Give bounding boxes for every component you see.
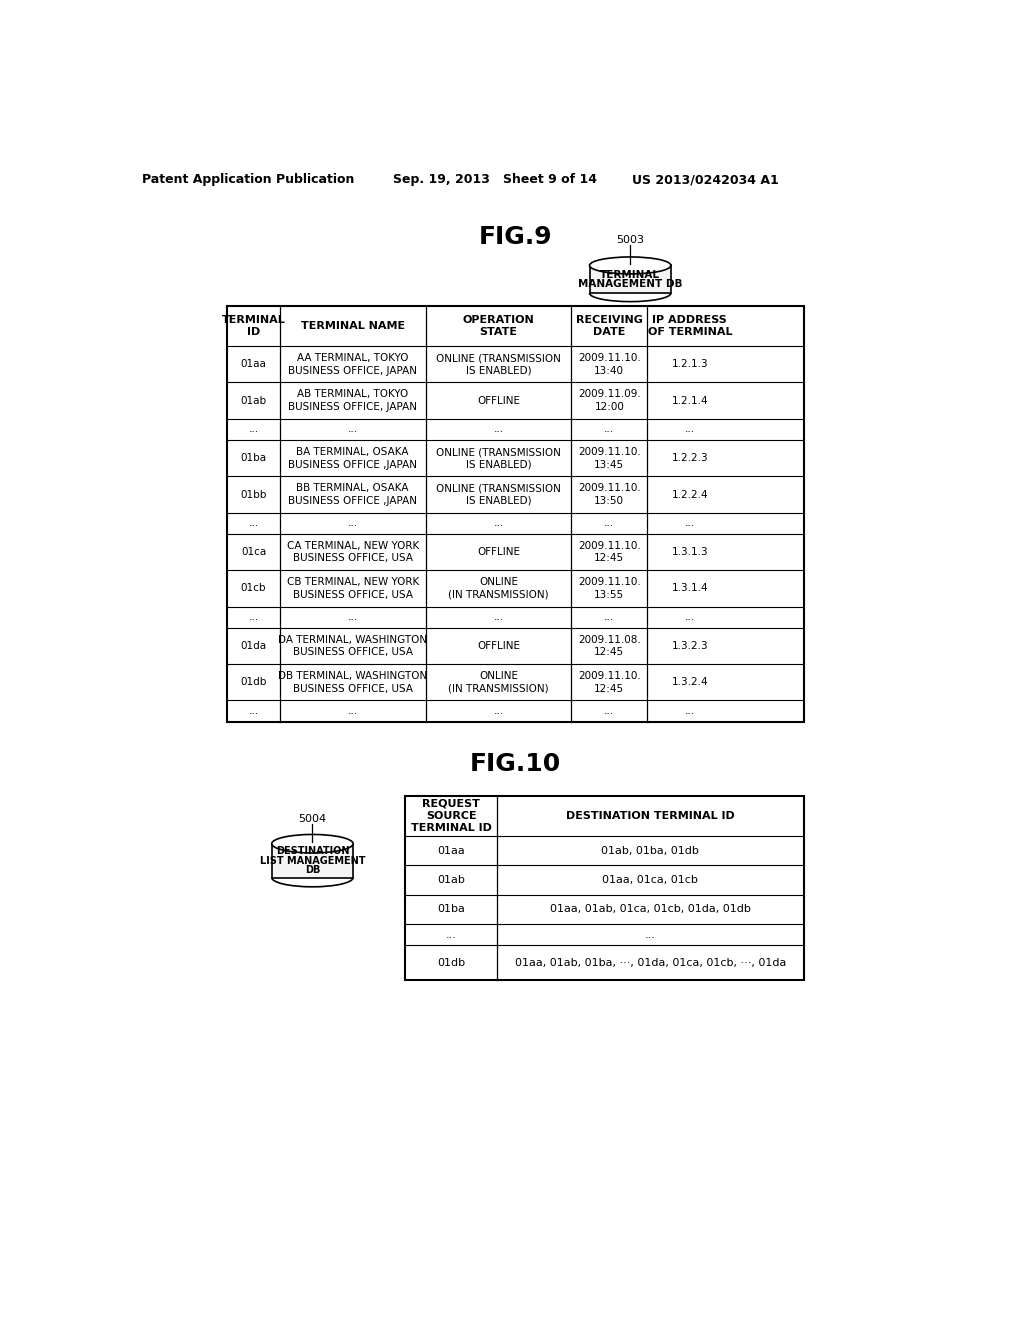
Text: OFFLINE: OFFLINE (477, 642, 520, 651)
Text: 01aa, 01ca, 01cb: 01aa, 01ca, 01cb (602, 875, 698, 884)
Text: 01ab: 01ab (241, 396, 266, 405)
Text: OPERATION
STATE: OPERATION STATE (463, 315, 535, 338)
Text: ...: ... (494, 519, 504, 528)
Text: 1.3.1.4: 1.3.1.4 (672, 583, 709, 594)
Text: Sep. 19, 2013: Sep. 19, 2013 (393, 173, 490, 186)
Text: ...: ... (604, 706, 614, 717)
Text: 01ab, 01ba, 01db: 01ab, 01ba, 01db (601, 846, 699, 855)
Text: ...: ... (348, 425, 357, 434)
Text: ...: ... (604, 519, 614, 528)
Text: ONLINE
(IN TRANSMISSION): ONLINE (IN TRANSMISSION) (449, 577, 549, 599)
Text: ...: ... (685, 706, 695, 717)
Text: 01ab: 01ab (437, 875, 465, 884)
Text: ...: ... (685, 519, 695, 528)
Text: 01ca: 01ca (241, 548, 266, 557)
Text: IP ADDRESS
OF TERMINAL: IP ADDRESS OF TERMINAL (647, 315, 732, 338)
Text: ...: ... (348, 612, 357, 622)
Polygon shape (271, 843, 353, 878)
Text: 01db: 01db (241, 677, 266, 688)
Text: ONLINE
(IN TRANSMISSION): ONLINE (IN TRANSMISSION) (449, 671, 549, 693)
Text: ...: ... (604, 425, 614, 434)
Text: ...: ... (445, 929, 457, 940)
Text: 2009.11.10.
13:55: 2009.11.10. 13:55 (578, 577, 641, 599)
Text: 1.3.2.4: 1.3.2.4 (672, 677, 709, 688)
Bar (227, 306, 804, 722)
Text: 2009.11.08.
12:45: 2009.11.08. 12:45 (578, 635, 641, 657)
Bar (406, 796, 804, 979)
Text: ...: ... (249, 425, 259, 434)
Text: ...: ... (494, 706, 504, 717)
Text: 1.2.1.4: 1.2.1.4 (672, 396, 709, 405)
Text: 2009.11.10.
13:45: 2009.11.10. 13:45 (578, 447, 641, 470)
Text: ...: ... (249, 612, 259, 622)
Text: 01db: 01db (437, 958, 465, 968)
Text: 1.3.1.3: 1.3.1.3 (672, 548, 709, 557)
Text: DESTINATION TERMINAL ID: DESTINATION TERMINAL ID (566, 810, 735, 821)
Text: BB TERMINAL, OSAKA
BUSINESS OFFICE ,JAPAN: BB TERMINAL, OSAKA BUSINESS OFFICE ,JAPA… (288, 483, 417, 506)
Text: 1.2.1.3: 1.2.1.3 (672, 359, 709, 370)
Text: ...: ... (604, 612, 614, 622)
Text: 2009.11.10.
12:45: 2009.11.10. 12:45 (578, 541, 641, 564)
Text: 01bb: 01bb (241, 490, 266, 499)
Text: 01cb: 01cb (241, 583, 266, 594)
Text: US 2013/0242034 A1: US 2013/0242034 A1 (632, 173, 778, 186)
Text: 2009.11.10.
12:45: 2009.11.10. 12:45 (578, 671, 641, 693)
Text: LIST MANAGEMENT: LIST MANAGEMENT (260, 855, 366, 866)
Text: REQUEST
SOURCE
TERMINAL ID: REQUEST SOURCE TERMINAL ID (411, 799, 492, 833)
Text: 5003: 5003 (616, 235, 644, 246)
Text: DB: DB (305, 865, 321, 875)
Text: 01da: 01da (241, 642, 266, 651)
Ellipse shape (271, 834, 353, 853)
Text: DESTINATION: DESTINATION (275, 846, 349, 857)
Text: 2009.11.09.
12:00: 2009.11.09. 12:00 (578, 389, 641, 412)
Text: 1.2.2.4: 1.2.2.4 (672, 490, 709, 499)
Text: 2009.11.10.
13:50: 2009.11.10. 13:50 (578, 483, 641, 506)
Text: ...: ... (685, 612, 695, 622)
Text: 01aa: 01aa (437, 846, 465, 855)
Text: 1.3.2.3: 1.3.2.3 (672, 642, 709, 651)
Text: ...: ... (249, 519, 259, 528)
Text: 5004: 5004 (298, 814, 327, 824)
Text: ONLINE (TRANSMISSION
IS ENABLED): ONLINE (TRANSMISSION IS ENABLED) (436, 483, 561, 506)
Text: 01ba: 01ba (437, 904, 465, 915)
Text: TERMINAL NAME: TERMINAL NAME (301, 321, 404, 331)
Text: ONLINE (TRANSMISSION
IS ENABLED): ONLINE (TRANSMISSION IS ENABLED) (436, 354, 561, 376)
Text: AA TERMINAL, TOKYO
BUSINESS OFFICE, JAPAN: AA TERMINAL, TOKYO BUSINESS OFFICE, JAPA… (288, 354, 417, 376)
Text: Sheet 9 of 14: Sheet 9 of 14 (504, 173, 597, 186)
Text: DA TERMINAL, WASHINGTON
BUSINESS OFFICE, USA: DA TERMINAL, WASHINGTON BUSINESS OFFICE,… (279, 635, 427, 657)
Text: Patent Application Publication: Patent Application Publication (142, 173, 354, 186)
Text: AB TERMINAL, TOKYO
BUSINESS OFFICE, JAPAN: AB TERMINAL, TOKYO BUSINESS OFFICE, JAPA… (288, 389, 417, 412)
Text: CB TERMINAL, NEW YORK
BUSINESS OFFICE, USA: CB TERMINAL, NEW YORK BUSINESS OFFICE, U… (287, 577, 419, 599)
Text: 01aa, 01ab, 01ba, ···, 01da, 01ca, 01cb, ···, 01da: 01aa, 01ab, 01ba, ···, 01da, 01ca, 01cb,… (515, 958, 786, 968)
Text: ...: ... (645, 929, 655, 940)
Text: ...: ... (348, 519, 357, 528)
Text: 01aa: 01aa (241, 359, 266, 370)
Text: OFFLINE: OFFLINE (477, 396, 520, 405)
Text: TERMINAL: TERMINAL (600, 269, 660, 280)
Text: MANAGEMENT DB: MANAGEMENT DB (578, 279, 682, 289)
Text: TERMINAL
ID: TERMINAL ID (221, 315, 286, 338)
Polygon shape (590, 265, 671, 293)
Ellipse shape (590, 257, 671, 275)
Text: ...: ... (249, 706, 259, 717)
Text: ONLINE (TRANSMISSION
IS ENABLED): ONLINE (TRANSMISSION IS ENABLED) (436, 447, 561, 470)
Text: ...: ... (348, 706, 357, 717)
Text: CA TERMINAL, NEW YORK
BUSINESS OFFICE, USA: CA TERMINAL, NEW YORK BUSINESS OFFICE, U… (287, 541, 419, 564)
Text: 2009.11.10.
13:40: 2009.11.10. 13:40 (578, 354, 641, 376)
Text: FIG.9: FIG.9 (478, 224, 552, 249)
Text: FIG.10: FIG.10 (470, 752, 561, 776)
Text: 1.2.2.3: 1.2.2.3 (672, 453, 709, 463)
Text: RECEIVING
DATE: RECEIVING DATE (575, 315, 643, 338)
Text: ...: ... (494, 612, 504, 622)
Text: OFFLINE: OFFLINE (477, 548, 520, 557)
Text: 01ba: 01ba (241, 453, 266, 463)
Text: BA TERMINAL, OSAKA
BUSINESS OFFICE ,JAPAN: BA TERMINAL, OSAKA BUSINESS OFFICE ,JAPA… (288, 447, 417, 470)
Text: ...: ... (494, 425, 504, 434)
Text: ...: ... (685, 425, 695, 434)
Text: 01aa, 01ab, 01ca, 01cb, 01da, 01db: 01aa, 01ab, 01ca, 01cb, 01da, 01db (550, 904, 751, 915)
Text: DB TERMINAL, WASHINGTON
BUSINESS OFFICE, USA: DB TERMINAL, WASHINGTON BUSINESS OFFICE,… (279, 671, 427, 693)
